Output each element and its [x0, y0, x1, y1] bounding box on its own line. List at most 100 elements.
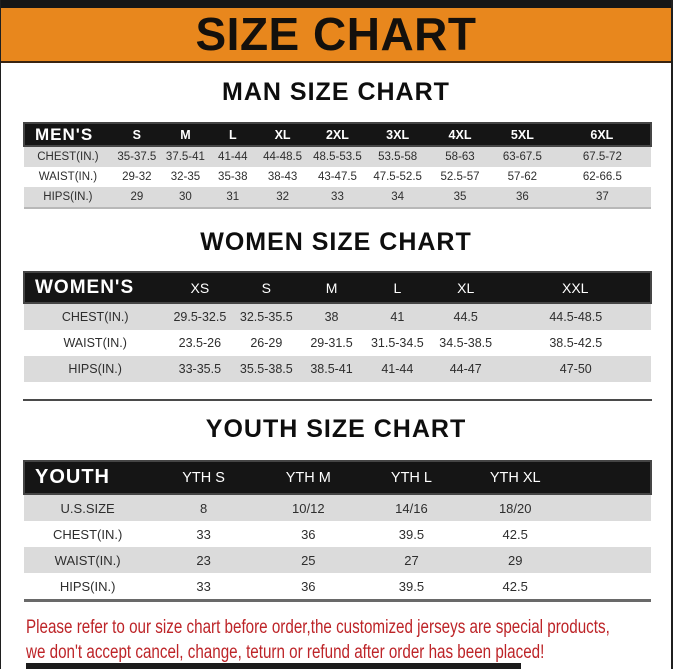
size-value: 42.5 — [502, 526, 528, 542]
size-value: 23 — [196, 552, 211, 568]
size-value: 35-37.5 — [117, 151, 157, 163]
size-value: 38.5-41 — [310, 362, 353, 376]
size-value: 36 — [301, 578, 316, 594]
size-value: 37.5-41 — [165, 151, 205, 163]
size-value: 18/20 — [498, 500, 532, 516]
section-title-men: MAN SIZE CHART — [222, 78, 450, 106]
size-value: 41-44 — [218, 151, 248, 163]
size-value: 29-32 — [122, 171, 152, 183]
table-header-label: YOUTH — [22, 460, 152, 495]
size-value: 41 — [390, 310, 405, 324]
size-value: 29.5-32.5 — [173, 310, 227, 324]
table-row: WAIST(IN.) 23 25 27 29 — [24, 547, 651, 573]
size-value: 8 — [200, 500, 208, 516]
size-value: 29-31.5 — [310, 336, 353, 350]
table-row: HIPS(IN.) 33-35.5 35.5-38.5 38.5-41 41-44 44-… — [24, 356, 651, 382]
size-value: 62-66.5 — [582, 171, 622, 183]
cell-spacer — [568, 521, 651, 547]
size-value: 35 — [453, 191, 467, 203]
row-label: WAIST(IN.) — [54, 552, 121, 568]
size-column-header: XL — [430, 271, 501, 304]
disclaimer-line-2: we don't accept cancel, change, teturn o… — [26, 642, 545, 663]
size-value: 33 — [196, 578, 211, 594]
size-value: 44-47 — [449, 362, 482, 376]
size-value: 30 — [179, 191, 192, 203]
men-size-table: MEN'S S M L XL 2XL 3XL 4XL 5XL 6XL CHEST(IN.) 35-37… — [23, 122, 653, 209]
size-value: 57-62 — [507, 171, 538, 183]
size-column-header: YTH XL — [462, 460, 569, 495]
size-value: 43-47.5 — [317, 171, 357, 183]
size-column-header: 6XL — [553, 122, 653, 147]
size-value: 32-35 — [170, 171, 201, 183]
size-value: 23.5-26 — [178, 336, 222, 350]
row-label: WAIST(IN.) — [63, 336, 127, 350]
size-column-header: M — [161, 122, 209, 147]
size-value: 47-50 — [559, 362, 592, 376]
size-column-header: 2XL — [308, 122, 367, 147]
size-column-header: 4XL — [428, 122, 492, 147]
size-value: 27 — [404, 552, 419, 568]
table-header-label: MEN'S — [23, 122, 112, 147]
cell-spacer — [568, 573, 651, 601]
header-spacer — [568, 460, 652, 495]
size-value: 33 — [331, 191, 344, 203]
table-header-row: WOMEN'S XS S M L XL XXL — [22, 271, 652, 304]
size-value: 26-29 — [250, 336, 283, 350]
size-value: 47.5-52.5 — [373, 171, 422, 183]
size-value: 52.5-57 — [440, 171, 480, 183]
size-value: 36 — [301, 526, 316, 542]
size-value: 37 — [595, 191, 609, 203]
size-value: 35-38 — [218, 171, 248, 183]
size-value: 36 — [515, 191, 529, 203]
section-title-women: WOMEN SIZE CHART — [200, 228, 472, 256]
table-header-row: MEN'S S M L XL 2XL 3XL 4XL 5XL 6XL — [23, 122, 653, 147]
women-size-table: WOMEN'S XS S M L XL XXL CHEST(IN.) 29.5-32.5 32.5… — [22, 271, 652, 382]
size-column-header: S — [111, 122, 162, 147]
table-row: CHEST(IN.) 35-37.5 37.5-41 41-44 44-48.5 48.5… — [24, 146, 651, 167]
size-column-header: L — [363, 271, 431, 304]
table-row: CHEST(IN.) 33 36 39.5 42.5 — [24, 521, 651, 547]
table-row: CHEST(IN.) 29.5-32.5 32.5-35.5 38 41 44.5 44.5… — [24, 303, 651, 330]
title-banner: SIZE CHART — [1, 8, 671, 63]
size-column-header: S — [233, 271, 300, 304]
size-column-header: YTH M — [255, 460, 361, 495]
bottom-black-bar — [26, 663, 521, 669]
row-label: CHEST(IN.) — [61, 310, 129, 324]
size-value: 29 — [130, 191, 144, 203]
table-header-row: YOUTH YTH S YTH M YTH L YTH XL — [22, 460, 652, 495]
size-value: 67.5-72 — [582, 151, 622, 163]
size-value: 35.5-38.5 — [239, 362, 293, 376]
row-label: CHEST(IN.) — [52, 526, 123, 542]
row-label: WAIST(IN.) — [38, 171, 98, 183]
table-row: WAIST(IN.) 23.5-26 26-29 29-31.5 31.5-34.5 34… — [24, 330, 651, 356]
size-value: 63-67.5 — [502, 151, 542, 163]
size-value: 25 — [301, 552, 316, 568]
size-value: 38 — [324, 310, 339, 324]
size-column-header: XXL — [500, 271, 652, 304]
size-column-header: M — [299, 271, 364, 304]
size-column-header: YTH S — [151, 460, 256, 495]
cell-spacer — [568, 547, 651, 573]
size-value: 14/16 — [395, 500, 428, 516]
size-value: 29 — [507, 552, 523, 568]
size-value: 32 — [276, 191, 289, 203]
row-label: HIPS(IN.) — [59, 578, 116, 594]
table-row: U.S.SIZE 8 10/12 14/16 18/20 — [24, 494, 651, 521]
size-value: 58-63 — [445, 151, 475, 163]
table-header-label: WOMEN'S — [22, 271, 167, 304]
size-value: 48.5-53.5 — [313, 151, 362, 163]
size-column-header: YTH L — [360, 460, 463, 495]
section-title-youth: YOUTH SIZE CHART — [205, 415, 467, 443]
order-disclaimer: Please refer to our size chart before or… — [26, 615, 658, 665]
disclaimer-line-1: Please refer to our size chart before or… — [26, 617, 610, 638]
youth-size-table: YOUTH YTH S YTH M YTH L YTH XL U.S.SIZE 8 10/12… — [22, 460, 652, 602]
size-value: 39.5 — [398, 526, 425, 542]
size-value: 10/12 — [292, 500, 325, 516]
row-label: HIPS(IN.) — [43, 191, 93, 203]
size-column-header: 3XL — [366, 122, 429, 147]
page-title: SIZE CHART — [195, 8, 477, 60]
size-value: 33 — [196, 526, 211, 542]
size-value: 32.5-35.5 — [239, 310, 293, 324]
table-row: WAIST(IN.) 29-32 32-35 35-38 38-43 43-47.5 47.… — [24, 167, 651, 187]
